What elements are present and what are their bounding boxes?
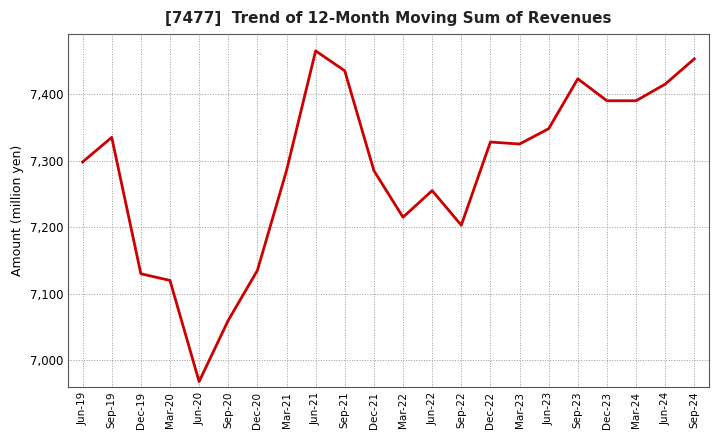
Title: [7477]  Trend of 12-Month Moving Sum of Revenues: [7477] Trend of 12-Month Moving Sum of R… — [165, 11, 612, 26]
Y-axis label: Amount (million yen): Amount (million yen) — [11, 145, 24, 276]
